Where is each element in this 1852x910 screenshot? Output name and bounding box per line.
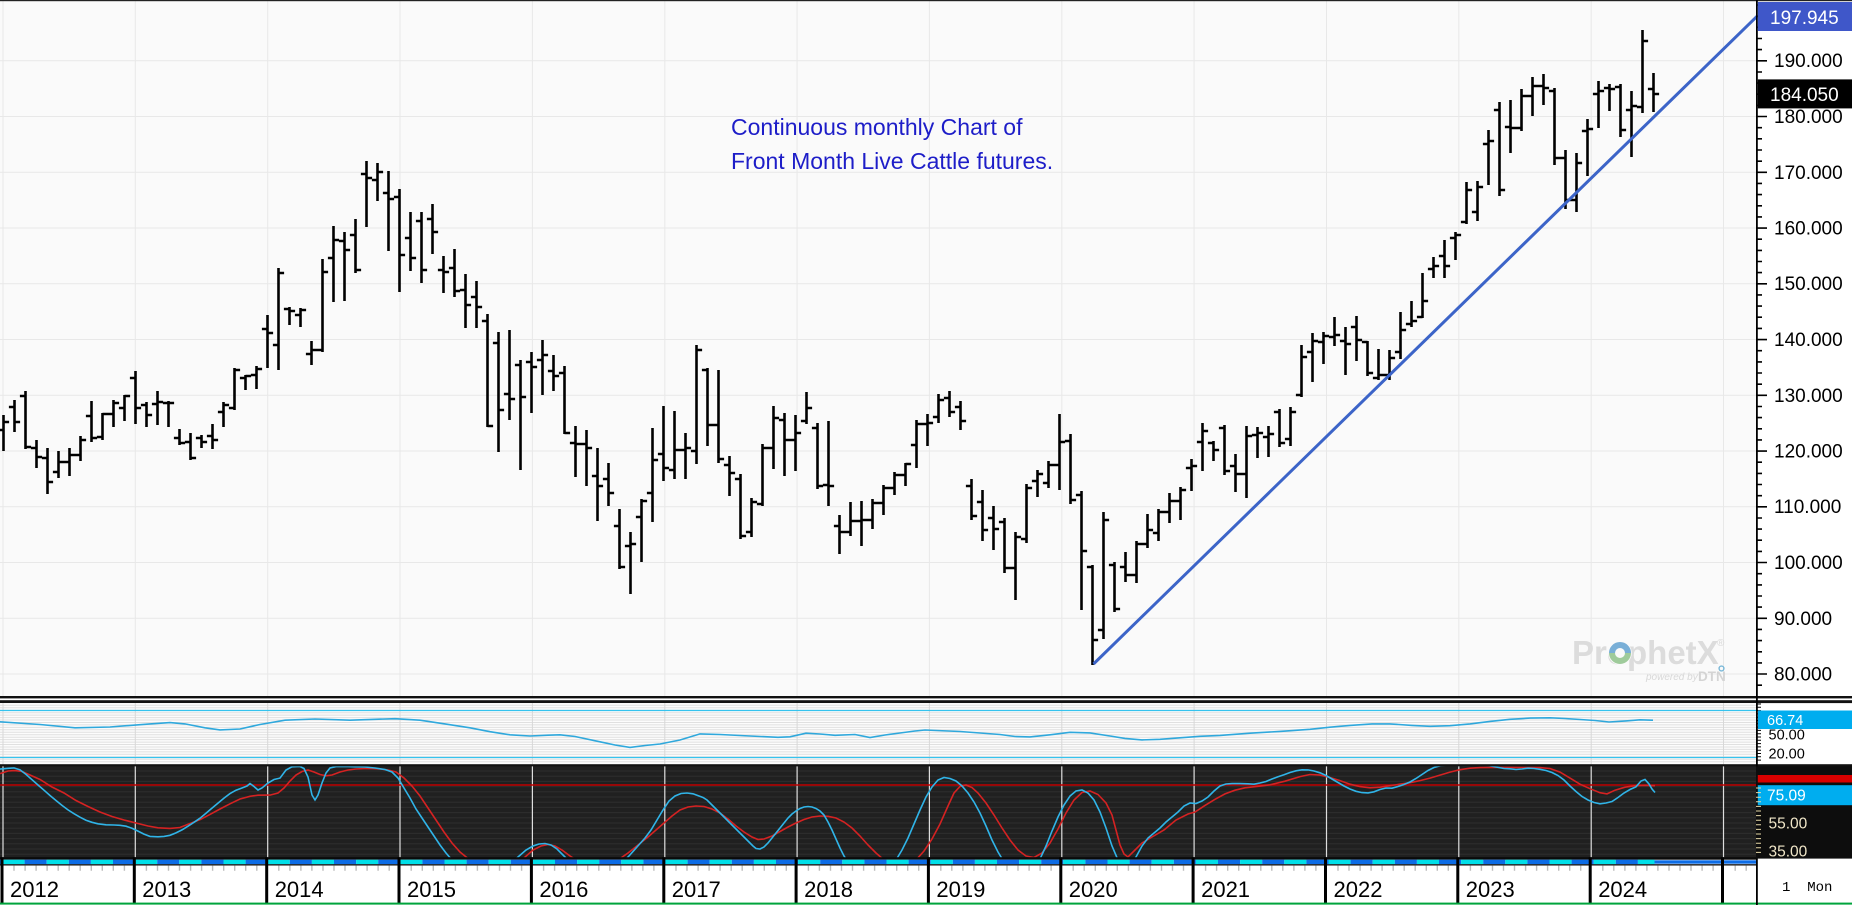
svg-text:150.000: 150.000 <box>1774 274 1843 295</box>
svg-text:2021: 2021 <box>1201 877 1250 902</box>
svg-text:2020: 2020 <box>1069 877 1118 902</box>
svg-text:2019: 2019 <box>936 877 985 902</box>
svg-text:110.000: 110.000 <box>1774 497 1841 518</box>
svg-text:55.00: 55.00 <box>1769 816 1808 833</box>
svg-text:100.000: 100.000 <box>1774 553 1843 574</box>
svg-text:66.74: 66.74 <box>1767 713 1803 729</box>
svg-text:190.000: 190.000 <box>1774 51 1843 72</box>
svg-text:®: ® <box>1717 638 1725 649</box>
svg-text:160.000: 160.000 <box>1774 219 1843 240</box>
svg-text:1 Mon: 1 Mon <box>1782 880 1832 896</box>
svg-text:2013: 2013 <box>142 877 191 902</box>
svg-text:powered by: powered by <box>1645 672 1699 683</box>
svg-text:2012: 2012 <box>10 877 59 902</box>
svg-text:2014: 2014 <box>275 877 324 902</box>
svg-text:130.000: 130.000 <box>1774 386 1843 407</box>
svg-text:170.000: 170.000 <box>1774 163 1843 184</box>
svg-text:180.000: 180.000 <box>1774 107 1843 128</box>
svg-text:DTN: DTN <box>1698 669 1726 684</box>
svg-text:80.000: 80.000 <box>1774 665 1832 686</box>
svg-text:140.000: 140.000 <box>1774 330 1843 351</box>
svg-text:50.00: 50.00 <box>1769 728 1805 744</box>
svg-text:75.09: 75.09 <box>1767 788 1806 805</box>
svg-text:197.945: 197.945 <box>1770 8 1839 29</box>
svg-text:2024: 2024 <box>1598 877 1647 902</box>
svg-text:2018: 2018 <box>804 877 853 902</box>
svg-text:90.000: 90.000 <box>1774 609 1832 630</box>
svg-text:Continuous monthly Chart of: Continuous monthly Chart of <box>731 114 1023 140</box>
svg-text:120.000: 120.000 <box>1774 442 1843 463</box>
svg-text:2023: 2023 <box>1466 877 1515 902</box>
svg-text:2016: 2016 <box>539 877 588 902</box>
svg-text:2017: 2017 <box>672 877 721 902</box>
svg-text:35.00: 35.00 <box>1769 844 1808 861</box>
svg-text:ProphetX: ProphetX <box>1572 634 1719 671</box>
svg-text:Front Month Live Cattle future: Front Month Live Cattle futures. <box>731 148 1053 174</box>
svg-text:20.00: 20.00 <box>1769 747 1805 763</box>
svg-text:184.050: 184.050 <box>1770 85 1839 106</box>
svg-text:2015: 2015 <box>407 877 456 902</box>
svg-text:2022: 2022 <box>1334 877 1383 902</box>
